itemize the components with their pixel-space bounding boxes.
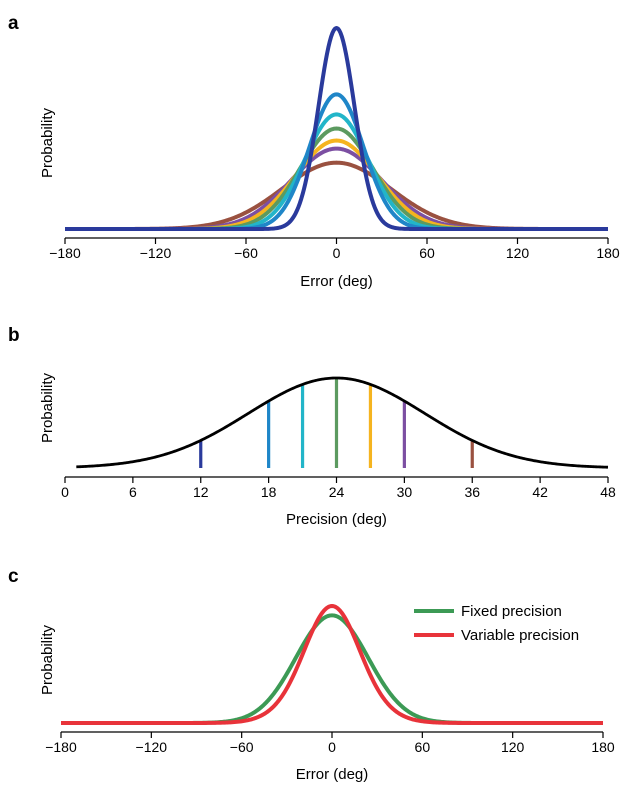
panel-b: 0 6 12 18 24 30 36 42 48 Precision (deg) Probabili…: [39, 372, 616, 528]
x-axis-label-c: Error (deg): [296, 766, 369, 783]
x-tick-label-b: 24: [329, 484, 345, 500]
x-tick-label-b: 30: [397, 484, 413, 500]
legend-label-1: Variable precision: [461, 627, 579, 644]
panel-a: −180 −120 −60 0 60 120 180 Error (deg) Probabili…: [39, 26, 620, 290]
x-axis-label-a: Error (deg): [300, 273, 373, 290]
x-tick-label-c: 60: [415, 739, 431, 755]
x-tick-label-c: 120: [501, 739, 525, 755]
y-axis-label-a: Probability: [39, 107, 56, 178]
x-tick-label-b: 36: [464, 484, 480, 500]
x-tick-label-a: 180: [596, 245, 620, 261]
x-tick-label-c: −60: [230, 739, 254, 755]
panel-letter-a: a: [8, 13, 19, 34]
x-tick-label-b: 18: [261, 484, 277, 500]
x-tick-label-a: 60: [419, 245, 435, 261]
x-tick-label-c: −180: [45, 739, 77, 755]
series-line-a-sd-21: [64, 112, 609, 231]
x-tick-label-b: 6: [129, 484, 137, 500]
x-tick-label-b: 42: [532, 484, 548, 500]
x-tick-label-a: 0: [333, 245, 341, 261]
x-tick-label-c: 180: [591, 739, 615, 755]
x-tick-label-a: −180: [49, 245, 81, 261]
series-line-a-sd-30: [64, 146, 609, 231]
x-tick-label-a: 120: [506, 245, 530, 261]
series-line-c-1: [60, 604, 604, 725]
x-tick-label-a: −120: [140, 245, 172, 261]
x-axis-label-b: Precision (deg): [286, 511, 387, 528]
series-line-a-sd-12: [64, 26, 609, 231]
x-tick-label-b: 12: [193, 484, 209, 500]
series-line-a-sd-24: [64, 126, 609, 231]
precision-distribution-curve: [76, 376, 609, 469]
panel-letter-c: c: [8, 566, 19, 587]
x-tick-label-b: 0: [61, 484, 69, 500]
x-tick-label-c: −120: [136, 739, 168, 755]
legend-label-0: Fixed precision: [461, 603, 562, 620]
panel-c: −180 −120 −60 0 60 120 180 Error (deg) Probabili…: [39, 603, 615, 783]
x-tick-label-b: 48: [600, 484, 616, 500]
y-axis-label-b: Probability: [39, 372, 56, 443]
x-tick-label-c: 0: [328, 739, 336, 755]
x-tick-label-a: −60: [234, 245, 258, 261]
series-line-a-sd-36: [64, 160, 609, 231]
panel-letter-b: b: [8, 325, 20, 346]
series-line-a-sd-27: [64, 138, 609, 231]
y-axis-label-c: Probability: [39, 624, 56, 695]
